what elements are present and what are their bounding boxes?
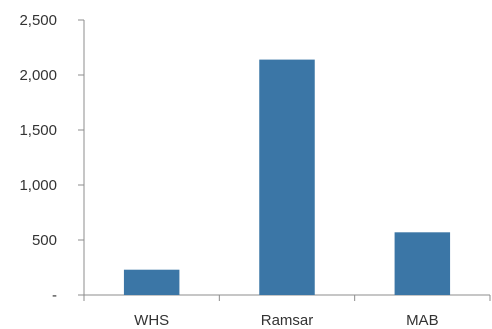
x-axis: WHS Ramsar MAB bbox=[83, 294, 491, 329]
y-tick-label: 2,000 bbox=[19, 67, 57, 84]
y-tick-label: 1,500 bbox=[19, 122, 57, 139]
y-tick-label: 500 bbox=[32, 232, 57, 249]
y-axis: - 500 1,000 1,500 2,000 2,500 bbox=[19, 12, 85, 304]
y-tick-label: 1,000 bbox=[19, 177, 57, 194]
bar-whs bbox=[123, 269, 180, 295]
bar-ramsar bbox=[259, 59, 315, 295]
bar-mab bbox=[394, 232, 451, 295]
y-tick-label: 2,500 bbox=[19, 12, 57, 29]
x-tick-label: MAB bbox=[406, 312, 439, 329]
y-tick-label: - bbox=[52, 287, 57, 304]
x-tick-label: Ramsar bbox=[261, 312, 314, 329]
x-tick-label: WHS bbox=[134, 312, 169, 329]
bars bbox=[123, 59, 451, 295]
